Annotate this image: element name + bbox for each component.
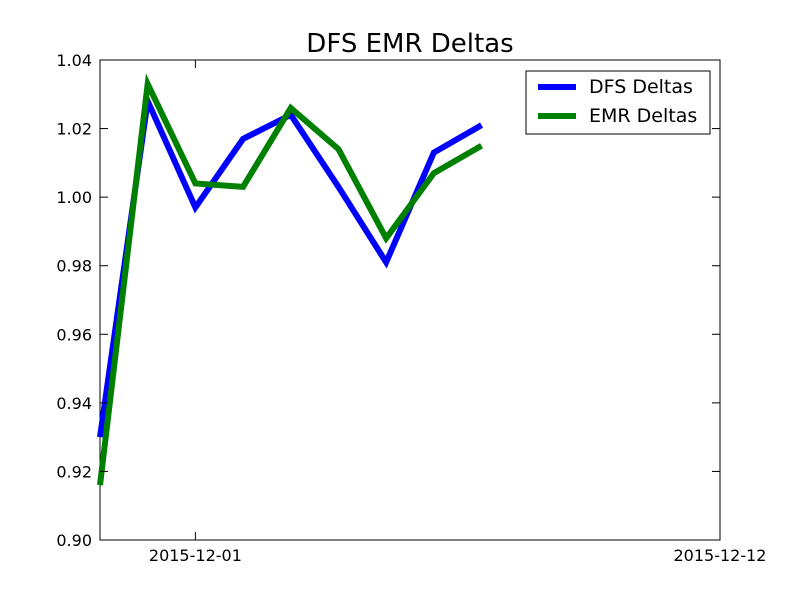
ticks-layer: 0.90 0.92 0.94 0.96 0.98 1.00 1.02 1.04 2015-12-… [56, 51, 766, 565]
y-tick-label-7: 1.04 [56, 51, 92, 70]
plot-area [99, 59, 721, 541]
legend-label-dfs-deltas: DFS Deltas [589, 76, 693, 98]
x-tick-label-0: 2015-12-01 [149, 546, 242, 565]
y-tick-label-6: 1.02 [56, 120, 92, 139]
y-tick-label-4: 0.98 [56, 257, 92, 276]
legend: DFS Deltas EMR Deltas [525, 70, 711, 135]
x-tick-label-1: 2015-12-12 [674, 546, 767, 565]
y-tick-label-1: 0.92 [56, 462, 92, 481]
series-layer [97, 73, 484, 486]
y-tick-label-5: 1.00 [56, 188, 92, 207]
legend-label-emr-deltas: EMR Deltas [589, 105, 697, 127]
legend-frame [525, 70, 711, 135]
series-line-emr-deltas [97, 73, 484, 486]
y-tick-label-2: 0.94 [56, 394, 92, 413]
y-tick-label-3: 0.96 [56, 325, 92, 344]
series-line-dfs-deltas [97, 90, 484, 438]
y-tick-label-0: 0.90 [56, 531, 92, 550]
chart-title: DFS EMR Deltas [306, 29, 513, 59]
